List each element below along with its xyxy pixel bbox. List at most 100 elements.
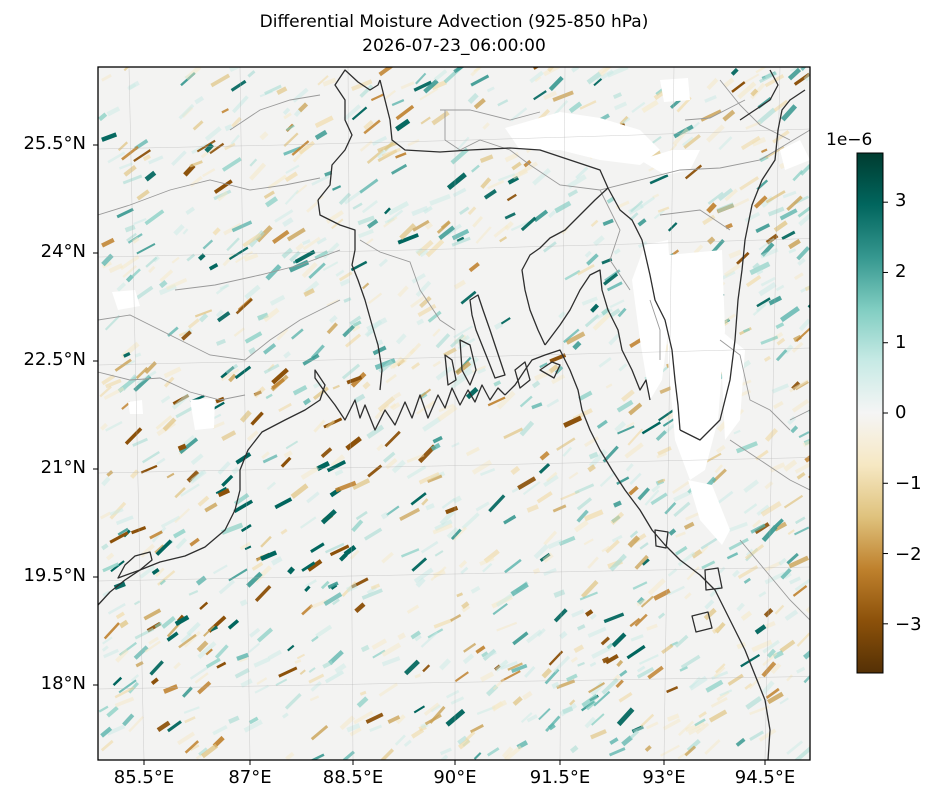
field-streak [189, 160, 203, 168]
field-streak [624, 442, 644, 459]
field-streak [415, 280, 432, 298]
field-streak [424, 221, 433, 230]
field-streak [411, 205, 429, 217]
field-streak [749, 705, 770, 716]
field-streak [382, 89, 396, 101]
field-streak [605, 383, 613, 389]
field-streak [213, 413, 222, 420]
field-streak [802, 436, 810, 447]
field-streak [773, 521, 788, 532]
field-streak [158, 279, 168, 289]
field-streak [298, 102, 309, 113]
field-streak [221, 108, 229, 114]
field-streak [786, 552, 799, 565]
field-streak [310, 344, 325, 360]
field-streak [160, 395, 171, 404]
field-streak [774, 518, 784, 528]
field-streak [722, 109, 736, 122]
field-streak [761, 148, 768, 154]
field-streak [127, 268, 141, 281]
field-streak [803, 437, 810, 446]
field-streak [280, 456, 292, 468]
field-streak [764, 428, 779, 442]
field-streak [406, 604, 420, 614]
field-streak [580, 580, 599, 599]
field-streak [180, 71, 196, 87]
field-streak [177, 443, 187, 451]
field-streak [433, 618, 453, 629]
field-streak [363, 120, 374, 130]
field-streak [380, 511, 389, 520]
field-streak [422, 416, 441, 432]
field-streak [542, 552, 554, 563]
field-streak [265, 264, 282, 281]
field-streak [263, 363, 280, 375]
field-streak [108, 263, 124, 274]
field-streak [755, 223, 771, 234]
field-streak [764, 561, 782, 572]
field-streak [657, 206, 670, 213]
field-streak [533, 209, 549, 223]
field-streak [323, 592, 343, 607]
field-streak [457, 735, 468, 746]
field-streak [586, 71, 602, 85]
field-streak [249, 627, 261, 638]
field-streak [413, 80, 432, 92]
field-streak [313, 386, 329, 400]
field-streak [745, 695, 762, 710]
field-streak [745, 548, 754, 557]
field-streak [198, 313, 209, 323]
field-streak [639, 542, 649, 550]
field-streak [576, 624, 586, 631]
field-streak [404, 659, 420, 676]
map-frame [97, 66, 811, 761]
field-streak [284, 189, 299, 205]
field-streak [191, 143, 208, 155]
field-streak [310, 542, 325, 554]
field-streak [631, 101, 646, 113]
field-streak [602, 218, 614, 226]
political-borders [98, 79, 810, 621]
field-streak [102, 590, 111, 598]
field-streak [504, 220, 514, 231]
lon-label-85-5e: 85.5°E [113, 767, 175, 788]
field-streak [143, 608, 162, 621]
field-streak [332, 384, 340, 390]
field-streak [136, 189, 150, 201]
field-streak [786, 740, 804, 755]
field-streak [302, 239, 311, 246]
field-streak [520, 216, 537, 232]
field-streak [501, 746, 514, 759]
field-streak [418, 388, 432, 399]
field-streak [566, 673, 578, 682]
field-streak [199, 601, 209, 610]
field-streak [307, 559, 323, 572]
field-streak [133, 149, 151, 163]
field-streak [275, 678, 288, 686]
field-streak [191, 470, 205, 482]
field-streak [611, 632, 627, 648]
field-streak [229, 67, 248, 72]
field-streak [100, 422, 108, 431]
field-streak [430, 704, 441, 713]
field-streak [552, 504, 567, 513]
field-streak [632, 725, 645, 733]
field-streak [134, 352, 142, 358]
field-streak [423, 79, 439, 94]
colorbar-gradient [856, 152, 884, 674]
field-streak [308, 667, 316, 673]
field-streak [260, 535, 272, 548]
field-streak [494, 659, 509, 672]
field-streak [577, 661, 585, 667]
field-streak [372, 649, 386, 659]
field-streak [366, 329, 374, 337]
field-streak [614, 420, 627, 433]
field-streak [342, 750, 355, 760]
field-streak [708, 709, 728, 723]
map-title: Differential Moisture Advection (925-850… [259, 12, 649, 32]
field-streak [630, 634, 644, 642]
field-streak [271, 556, 283, 566]
field-streak [609, 737, 619, 745]
field-streak [453, 325, 474, 339]
field-streak [629, 617, 641, 628]
